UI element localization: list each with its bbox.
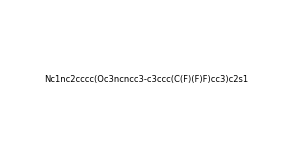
Text: Nc1nc2cccc(Oc3ncncc3-c3ccc(C(F)(F)F)cc3)c2s1: Nc1nc2cccc(Oc3ncncc3-c3ccc(C(F)(F)F)cc3)…: [45, 75, 248, 84]
